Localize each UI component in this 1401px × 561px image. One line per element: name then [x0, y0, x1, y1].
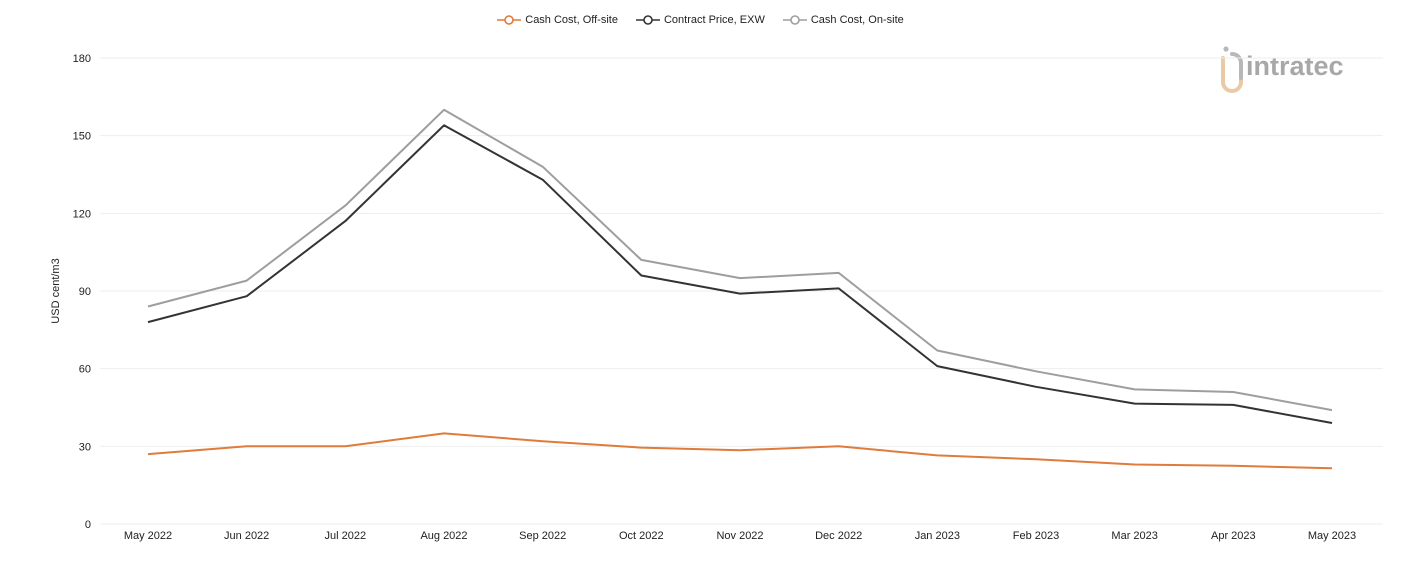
legend-marker-icon: [635, 15, 660, 25]
legend-item-cash-cost-off-site[interactable]: Cash Cost, Off-site: [497, 14, 618, 26]
legend-label: Cash Cost, Off-site: [525, 14, 618, 26]
legend-item-contract-price-exw[interactable]: Contract Price, EXW: [635, 14, 765, 26]
legend-label: Contract Price, EXW: [663, 14, 765, 26]
y-tick-label: 180: [73, 53, 91, 65]
y-axis-label: USD cent/m3: [50, 258, 62, 323]
x-tick-label: Jan 2023: [915, 530, 960, 542]
y-tick-label: 30: [79, 441, 91, 453]
x-tick-label: Dec 2022: [815, 530, 862, 542]
series-lines: [147, 108, 1333, 470]
legend-item-cash-cost-on-site[interactable]: Cash Cost, On-site: [782, 14, 904, 26]
y-tick-label: 120: [73, 208, 91, 220]
series-line-cash-cost-off-site[interactable]: [147, 432, 1333, 470]
y-tick-label: 0: [85, 519, 91, 531]
x-tick-label: Mar 2023: [1111, 530, 1157, 542]
grid-lines: [100, 57, 1383, 525]
series-line-contract-price-exw[interactable]: [147, 124, 1333, 424]
legend-label: Cash Cost, On-site: [810, 14, 904, 26]
y-tick-label: 60: [79, 364, 91, 376]
chart-legend: Cash Cost, Off-site Contract Price, EXW …: [0, 14, 1401, 26]
series-line-cash-cost-on-site[interactable]: [147, 108, 1333, 412]
x-tick-label: Feb 2023: [1013, 530, 1059, 542]
y-tick-label: 150: [73, 131, 91, 143]
logo-text: intratec: [1246, 51, 1344, 81]
legend-marker-icon: [782, 15, 807, 25]
x-tick-label: Aug 2022: [420, 530, 467, 542]
x-tick-label: Apr 2023: [1211, 530, 1256, 542]
x-tick-label: Oct 2022: [619, 530, 664, 542]
y-tick-label: 90: [79, 286, 91, 298]
x-tick-label: Jul 2022: [325, 530, 367, 542]
x-tick-label: May 2022: [124, 530, 172, 542]
y-axis-ticks: 0 30 60 90 120 150 180: [73, 53, 91, 531]
x-tick-label: Jun 2022: [224, 530, 269, 542]
legend-marker-icon: [497, 15, 522, 25]
x-axis-ticks: May 2022 Jun 2022 Jul 2022 Aug 2022 Sep 2022…: [124, 530, 1356, 542]
x-tick-label: Nov 2022: [716, 530, 763, 542]
x-tick-label: Sep 2022: [519, 530, 566, 542]
x-tick-label: May 2023: [1308, 530, 1356, 542]
